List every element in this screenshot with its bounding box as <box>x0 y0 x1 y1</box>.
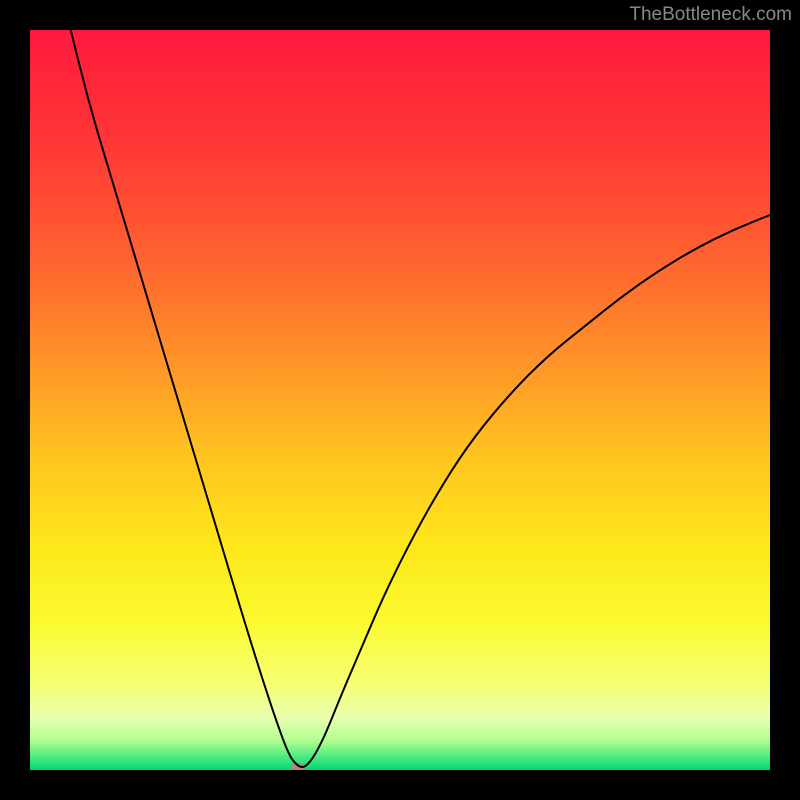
chart-background <box>30 30 770 770</box>
watermark-label: TheBottleneck.com <box>629 4 792 26</box>
bottleneck-chart <box>30 30 770 770</box>
